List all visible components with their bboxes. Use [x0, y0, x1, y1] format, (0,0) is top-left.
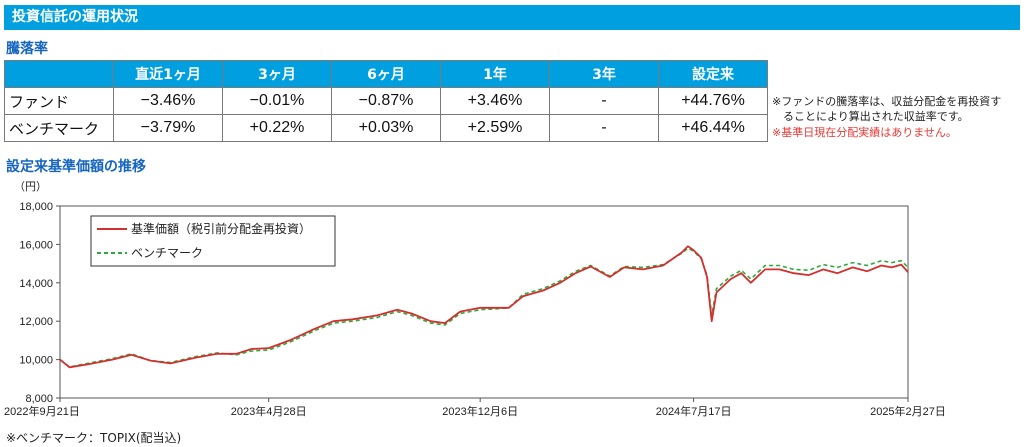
table-row: ベンチマーク −3.79% +0.22% +0.03% +2.59% - +46… — [4, 114, 768, 142]
x-tick-label: 2023年4月28日 — [231, 404, 307, 418]
row-label: ベンチマーク — [4, 114, 114, 142]
series-line — [59, 245, 909, 369]
note-line: ることにより算出された収益率です。 — [772, 110, 969, 123]
column-header: 6ヶ月 — [331, 60, 441, 88]
y-tick-label: 16,000 — [19, 239, 53, 251]
y-tick-label: 18,000 — [19, 201, 53, 213]
legend: 基準価額（税引前分配金再投資） ベンチマーク — [90, 215, 336, 267]
y-tick-label: 8,000 — [25, 393, 53, 405]
series-line — [59, 247, 909, 368]
plot-area — [59, 205, 909, 399]
legend-box — [90, 215, 336, 267]
series-layer — [59, 245, 909, 369]
column-header: 設定来 — [658, 60, 768, 88]
x-tick-label: 2022年9月21日 — [4, 404, 80, 418]
y-axis-unit: （円） — [14, 180, 47, 193]
table-cell: −0.01% — [222, 87, 332, 115]
y-tick-label: 12,000 — [19, 316, 53, 328]
chart-title: 設定来基準価額の推移 — [6, 159, 146, 175]
table-cell: - — [549, 114, 659, 142]
column-header: 1年 — [440, 60, 550, 88]
page-title: 投資信託の運用状況 — [4, 5, 1020, 30]
row-label: ファンド — [4, 87, 114, 115]
table-cell: +0.22% — [222, 114, 332, 142]
table-header-row: 直近1ヶ月 3ヶ月 6ヶ月 1年 3年 設定来 — [4, 60, 768, 88]
y-tick-label: 14,000 — [19, 278, 53, 290]
note-line: ※ファンドの騰落率は、収益分配金を再投資す — [772, 95, 1002, 108]
performance-note: ※ファンドの騰落率は、収益分配金を再投資す ることにより算出された収益率です。 — [772, 94, 1001, 124]
table-cell: +3.46% — [440, 87, 550, 115]
x-tick-label: 2025年2月27日 — [870, 404, 946, 418]
footnote: ※ベンチマーク：TOPIX(配当込) — [6, 431, 182, 445]
x-tick-label: 2024年7月17日 — [656, 404, 732, 418]
table-cell: −3.79% — [113, 114, 223, 142]
legend-label: ベンチマーク — [131, 246, 203, 260]
column-header: 3年 — [549, 60, 659, 88]
table-cell: +2.59% — [440, 114, 550, 142]
table-cell: +46.44% — [658, 114, 768, 142]
distribution-note: ※基準日現在分配実績はありません。 — [772, 126, 957, 139]
y-axis: 8,000 10,000 12,000 14,000 16,000 18,000 — [19, 201, 60, 405]
column-header: 3ヶ月 — [222, 60, 332, 88]
x-tick-label: 2023年12月6日 — [442, 404, 518, 418]
performance-title: 騰落率 — [6, 41, 48, 57]
table-cell: +0.03% — [331, 114, 441, 142]
x-axis: 2022年9月21日 2023年4月28日 2023年12月6日 2024年7月17日… — [4, 398, 946, 418]
performance-table: 直近1ヶ月 3ヶ月 6ヶ月 1年 3年 設定来 ファンド −3.46% −0.0… — [4, 60, 768, 142]
y-tick-label: 10,000 — [19, 355, 53, 367]
legend-label: 基準価額（税引前分配金再投資） — [131, 221, 311, 236]
